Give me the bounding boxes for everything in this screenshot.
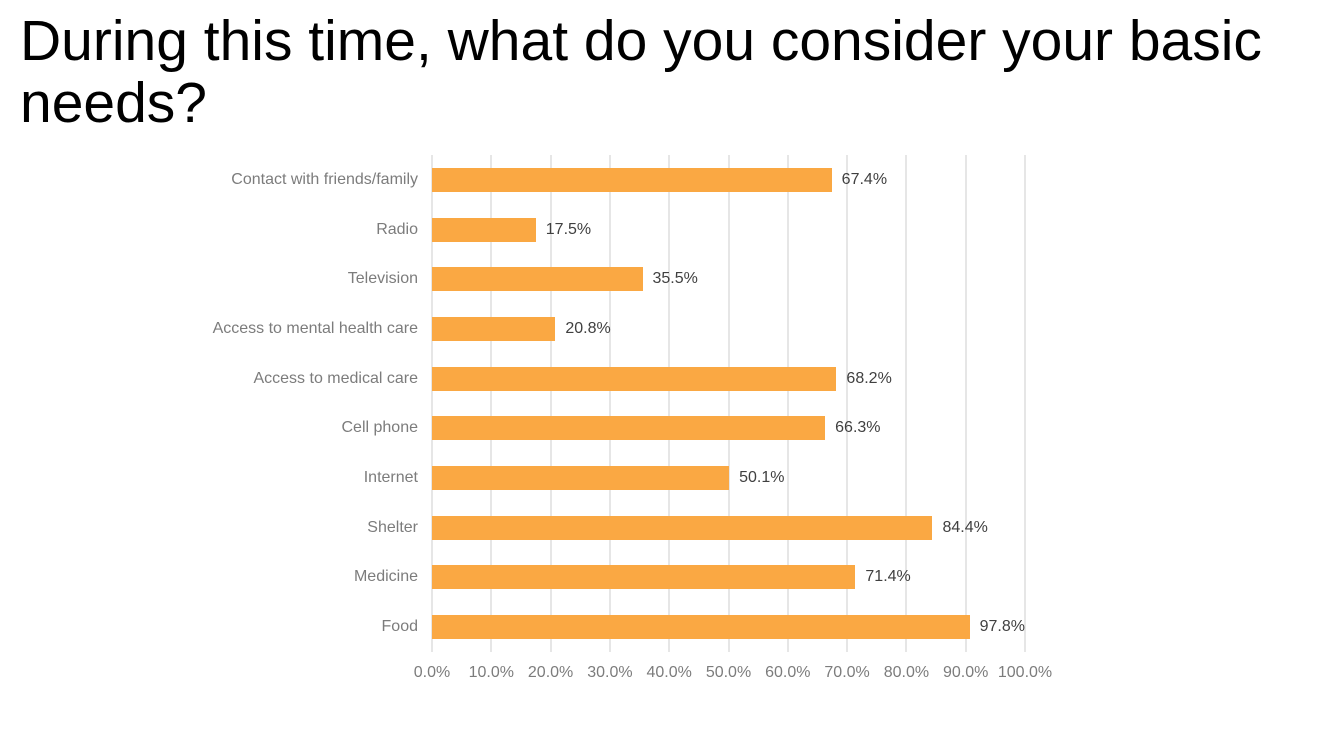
bar-value-label: 84.4%	[942, 518, 988, 536]
gridline	[786, 155, 789, 652]
category-label: Radio	[376, 220, 418, 238]
bar-value-label: 71.4%	[865, 568, 911, 586]
plot-area: Contact with friends/family 67.4% Radio 17.…	[213, 155, 1026, 652]
x-axis: 0.0% 10.0% 20.0% 30.0% 40.0% 50.0% 60.0% 70.0% 8…	[414, 664, 1052, 686]
category-label: Food	[381, 618, 418, 636]
gridline	[490, 155, 493, 652]
category-label: Television	[347, 270, 418, 288]
bar-row: Shelter 84.4%	[367, 503, 1025, 553]
gridline	[727, 155, 730, 652]
bar-value-label: 50.1%	[739, 469, 785, 487]
x-tick-label: 40.0%	[646, 664, 692, 681]
bar-value-label: 20.8%	[565, 319, 611, 337]
chart-title: During this time, what do you consider y…	[20, 9, 1262, 136]
category-label: Contact with friends/family	[231, 170, 418, 188]
x-tick-label: 50.0%	[705, 664, 752, 681]
gridline	[549, 155, 552, 652]
category-label: Cell phone	[341, 419, 419, 437]
bar-row: Medicine 71.4%	[354, 553, 1025, 603]
gridline	[846, 155, 849, 652]
x-tick-label: 10.0%	[468, 664, 514, 681]
bar-value-label: 97.8%	[979, 618, 1025, 636]
bar	[432, 267, 643, 292]
gridline	[668, 155, 671, 652]
bar-row: Contact with friends/family 67.4%	[231, 155, 1025, 205]
bar-value-label: 17.5%	[545, 220, 592, 238]
bar	[432, 565, 856, 590]
bar-row: Cell phone 66.3%	[342, 404, 1025, 454]
x-tick-label: 100.0%	[997, 664, 1053, 681]
x-tick-label: 80.0%	[883, 664, 930, 681]
gridline	[905, 155, 908, 652]
x-tick-label: 0.0%	[413, 664, 451, 681]
bar-row: Internet 50.1%	[364, 453, 1025, 503]
category-label: Medicine	[353, 568, 418, 586]
x-tick-label: 60.0%	[765, 664, 811, 681]
gridline	[608, 155, 611, 652]
bar	[432, 515, 933, 540]
gridline	[964, 155, 967, 652]
bar	[432, 615, 970, 640]
bar-value-label: 35.5%	[652, 270, 698, 288]
bar-value-label: 68.2%	[846, 369, 892, 387]
bar-value-label: 67.4%	[841, 170, 888, 188]
category-label: Internet	[363, 469, 418, 487]
bar	[432, 167, 832, 192]
bar	[432, 416, 826, 441]
category-label: Access to medical care	[253, 369, 418, 387]
category-label: Shelter	[367, 518, 418, 536]
bar-row: Radio 17.5%	[376, 205, 1025, 255]
bar	[432, 466, 730, 491]
gridline	[1024, 155, 1026, 652]
x-tick-label: 20.0%	[527, 664, 574, 681]
x-tick-label: 70.0%	[824, 664, 870, 681]
bar-row: Access to mental health care 20.8%	[213, 304, 1025, 354]
x-tick-label: 30.0%	[587, 664, 633, 681]
bar	[432, 316, 556, 341]
bar	[432, 217, 536, 242]
bar-row: Access to medical care 68.2%	[253, 354, 1025, 404]
bar-row: Television 35.5%	[348, 254, 1025, 304]
bar-value-label: 66.3%	[835, 419, 881, 437]
category-label: Access to mental health care	[212, 319, 418, 337]
bar-row: Food 97.8%	[382, 602, 1025, 652]
gridline	[431, 155, 433, 652]
x-tick-label: 90.0%	[943, 664, 989, 681]
bar	[432, 366, 837, 391]
